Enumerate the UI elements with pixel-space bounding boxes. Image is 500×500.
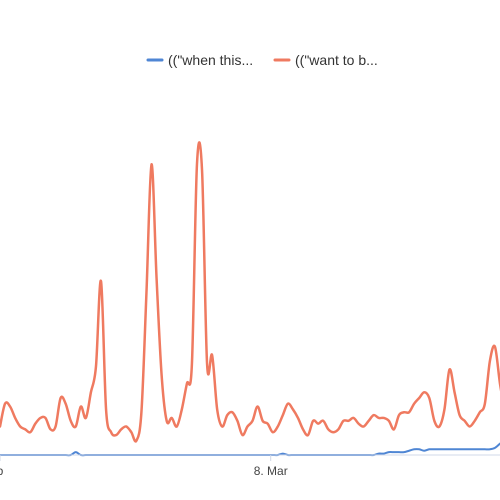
series-line-1[interactable] [0,141,500,443]
legend: (("when this... (("want to b... [146,52,378,68]
x-axis-ticks: b 8. Mar [0,455,288,478]
series-line-0[interactable] [0,442,500,457]
legend-label: (("want to b... [295,52,378,68]
x-tick-label: 8. Mar [254,464,288,478]
legend-item-want-to[interactable]: (("want to b... [273,52,378,68]
legend-label: (("when this... [168,52,253,68]
legend-item-when-this[interactable]: (("when this... [146,52,253,68]
x-tick-label: b [0,464,4,478]
plot-area [0,141,500,457]
